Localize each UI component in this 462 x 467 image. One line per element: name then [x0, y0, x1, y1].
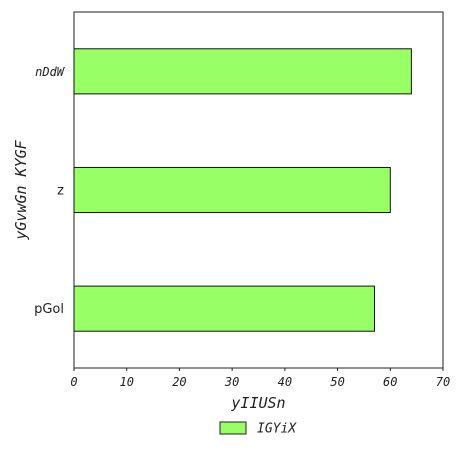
y-tick-label-z: z	[57, 184, 64, 199]
x-tick-label: 10	[119, 375, 133, 389]
legend-swatch	[220, 422, 246, 434]
y-tick-label-nDdW: nDdW	[35, 65, 66, 79]
x-tick-label: 70	[436, 375, 450, 389]
y-axis-label: yGvwGn KYGF	[12, 139, 30, 240]
x-tick-label: 0	[70, 375, 77, 389]
x-tick-label: 50	[330, 375, 344, 389]
x-tick-labels: 0 10 20 30 40 50 60 70	[70, 368, 450, 389]
x-tick-label: 20	[172, 375, 186, 389]
y-tick-labels: pGol z nDdW	[34, 65, 66, 317]
bar-nDdW	[74, 49, 411, 94]
x-tick-label: 30	[224, 375, 239, 389]
bar-z	[74, 167, 390, 212]
legend: IGYiX	[220, 422, 297, 437]
legend-label: IGYiX	[257, 422, 297, 437]
y-tick-label-pGol: pGol	[34, 302, 64, 317]
bar-pGol	[74, 286, 374, 331]
bars-layer	[74, 49, 411, 331]
x-tick-label: 40	[278, 375, 292, 389]
x-axis-label: yIIUSn	[230, 394, 285, 412]
x-tick-label: 60	[383, 375, 397, 389]
